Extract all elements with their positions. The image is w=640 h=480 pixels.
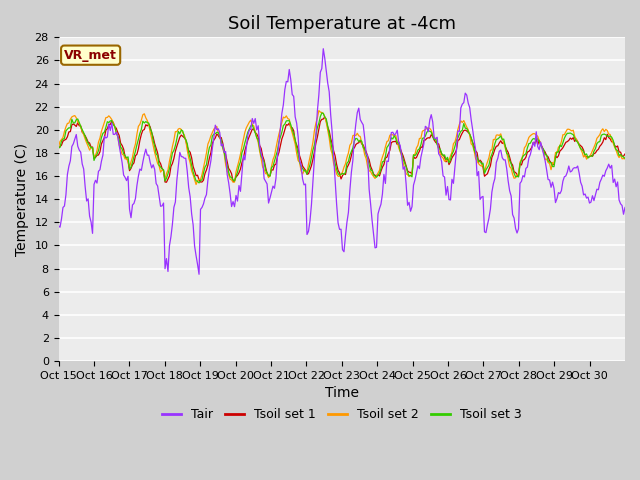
Y-axis label: Temperature (C): Temperature (C)	[15, 143, 29, 256]
X-axis label: Time: Time	[324, 386, 359, 400]
Legend: Tair, Tsoil set 1, Tsoil set 2, Tsoil set 3: Tair, Tsoil set 1, Tsoil set 2, Tsoil se…	[157, 403, 527, 426]
Text: VR_met: VR_met	[64, 48, 117, 61]
Title: Soil Temperature at -4cm: Soil Temperature at -4cm	[228, 15, 456, 33]
